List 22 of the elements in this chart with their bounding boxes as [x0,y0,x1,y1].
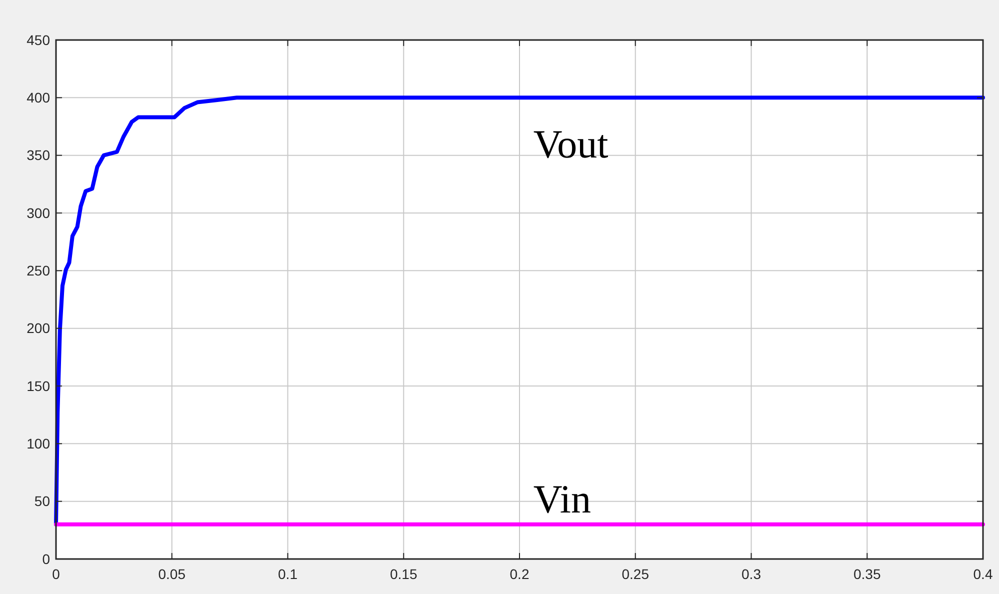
y-tick-label: 200 [26,320,50,336]
y-tick-label: 300 [26,204,50,221]
y-tick-label: 450 [26,32,50,48]
series-label: Vout [533,122,608,167]
line-series [54,96,985,526]
x-tick-label: 0.4 [973,566,993,582]
y-tick-label: 150 [26,378,50,394]
series-label: Vin [533,476,592,522]
x-tick-label: 0.1 [278,566,298,582]
y-tick-label: 0 [42,550,50,567]
x-tick-label: 0 [52,566,60,582]
x-tick-label: 0.25 [622,566,650,582]
x-tick-label: 0.35 [854,566,881,582]
y-tick-label: 400 [26,90,50,106]
y-tick-label: 50 [34,493,50,510]
y-tick-label: 250 [26,262,50,279]
y-tick-label: 350 [26,147,50,164]
x-tick-label: 0.15 [390,566,418,582]
y-tick-label: 100 [26,436,50,452]
x-tick-label: 0.2 [510,566,530,582]
x-tick-label: 0.05 [158,566,186,582]
x-tick-label: 0.3 [742,566,762,582]
